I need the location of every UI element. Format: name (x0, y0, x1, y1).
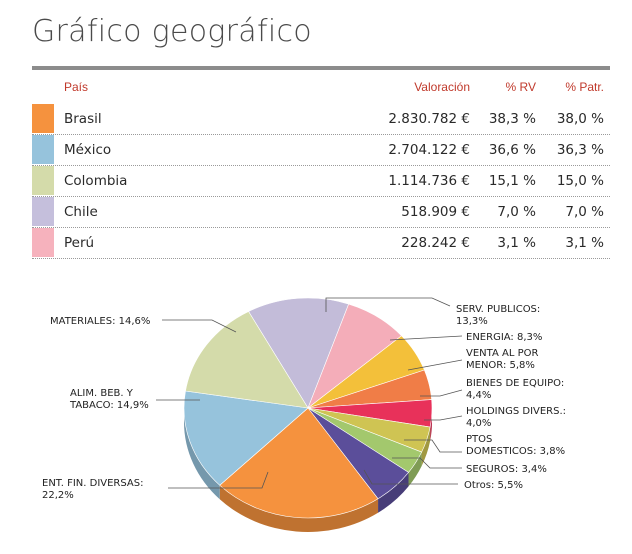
pie-slice-side (430, 408, 432, 442)
country-name: Perú (64, 235, 95, 251)
table-row: Perú 228.242 € 3,1 % 3,1 % (32, 228, 610, 259)
pie-slice-side (378, 472, 409, 513)
country-color-swatch (32, 104, 54, 133)
slice-leader-line (424, 415, 463, 421)
country-name: Brasil (64, 111, 102, 127)
slice-leader-line (392, 457, 462, 469)
slice-leader-line (389, 335, 463, 341)
country-name: Chile (64, 204, 98, 220)
slice-label: ENT. FIN. DIVERSAS: 22,2% (42, 478, 143, 501)
slice-leader-line (404, 439, 462, 453)
slice-label: PTOS DOMESTICOS: 3,8% (466, 434, 565, 457)
slice-label: MATERIALES: 14,6% (50, 316, 150, 327)
country-rv-percent: 38,3 % (488, 111, 536, 127)
slice-leader-line (407, 359, 463, 371)
header-country: País (64, 80, 89, 94)
country-rv-percent: 15,1 % (488, 173, 536, 189)
country-color-swatch (32, 228, 54, 257)
slice-label: BIENES DE EQUIPO: 4,4% (466, 378, 564, 401)
pie-slice-side (219, 485, 379, 532)
pie-slice (248, 297, 350, 409)
table-header: País Valoración % RV % Patr. (32, 66, 610, 104)
slice-leader-line (162, 319, 237, 333)
header-valuation: Valoración (414, 80, 470, 94)
country-valuation: 2.704.122 € (388, 142, 470, 158)
country-patr-percent: 7,0 % (565, 204, 604, 220)
country-rv-percent: 3,1 % (497, 235, 536, 251)
pie-slice (183, 390, 309, 486)
pie-slice (185, 311, 309, 409)
country-rv-percent: 7,0 % (497, 204, 536, 220)
table-row: Brasil 2.830.782 € 38,3 % 38,0 % (32, 104, 610, 135)
country-color-swatch (32, 135, 54, 164)
slice-label: Otros: 5,5% (464, 480, 523, 491)
country-patr-percent: 15,0 % (556, 173, 604, 189)
country-valuation: 1.114.736 € (388, 173, 470, 189)
country-rv-percent: 36,6 % (488, 142, 536, 158)
country-name: México (64, 142, 112, 158)
country-patr-percent: 36,3 % (556, 142, 604, 158)
country-color-swatch (32, 197, 54, 226)
table-row: Chile 518.909 € 7,0 % 7,0 % (32, 197, 610, 228)
page-title: Gráfico geográfico (32, 14, 312, 49)
header-patr: % Patr. (565, 80, 604, 94)
header-rv: % RV (505, 80, 536, 94)
slice-label: ENERGIA: 8,3% (466, 332, 542, 343)
slice-leader-line (363, 469, 458, 485)
country-valuation: 228.242 € (401, 235, 470, 251)
slice-label: SERV. PUBLICOS: 13,3% (456, 304, 540, 327)
table-row: Colombia 1.114.736 € 15,1 % 15,0 % (32, 166, 610, 197)
country-patr-percent: 3,1 % (565, 235, 604, 251)
slice-label: HOLDINGS DIVERS.: 4,0% (466, 406, 566, 429)
country-patr-percent: 38,0 % (556, 111, 604, 127)
slice-leader-line (168, 471, 269, 489)
slice-leader-line (325, 297, 451, 312)
slice-leader-line (420, 389, 463, 397)
pie-slice-side (421, 427, 431, 467)
slice-label: SEGUROS: 3,4% (466, 464, 547, 475)
table-row: México 2.704.122 € 36,6 % 36,3 % (32, 135, 610, 166)
country-valuation: 2.830.782 € (388, 111, 470, 127)
pie-slice-side (408, 452, 422, 487)
slice-label: ALIM. BEB. Y TABACO: 14,9% (69, 388, 149, 411)
pie-slice (219, 407, 379, 519)
country-color-swatch (32, 166, 54, 195)
country-valuation: 518.909 € (401, 204, 470, 220)
geographic-table: País Valoración % RV % Patr. Brasil 2.830… (32, 66, 610, 259)
slice-label: VENTA AL POR MENOR: 5,8% (466, 348, 538, 371)
country-name: Colombia (64, 173, 128, 189)
